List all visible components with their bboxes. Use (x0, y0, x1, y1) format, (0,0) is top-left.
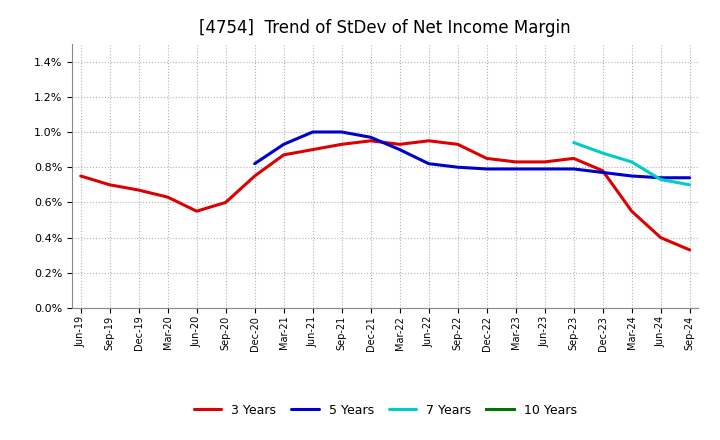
3 Years (221, 200, 230, 205)
3 Years (308, 147, 317, 152)
3 Years (598, 168, 607, 173)
3 Years (163, 194, 172, 200)
5 Years (395, 147, 404, 152)
3 Years (685, 247, 694, 253)
3 Years (454, 142, 462, 147)
3 Years (395, 142, 404, 147)
5 Years (570, 166, 578, 172)
Line: 7 Years: 7 Years (574, 143, 690, 185)
5 Years (685, 175, 694, 180)
3 Years (627, 209, 636, 214)
5 Years (627, 173, 636, 179)
5 Years (454, 165, 462, 170)
5 Years (598, 170, 607, 175)
3 Years (366, 138, 375, 143)
3 Years (482, 156, 491, 161)
3 Years (657, 235, 665, 240)
7 Years (657, 177, 665, 182)
3 Years (541, 159, 549, 165)
7 Years (598, 150, 607, 156)
5 Years (308, 129, 317, 135)
3 Years (279, 152, 288, 158)
3 Years (105, 182, 114, 187)
7 Years (570, 140, 578, 145)
3 Years (570, 156, 578, 161)
5 Years (424, 161, 433, 166)
3 Years (76, 173, 85, 179)
7 Years (685, 182, 694, 187)
5 Years (541, 166, 549, 172)
3 Years (511, 159, 520, 165)
Title: [4754]  Trend of StDev of Net Income Margin: [4754] Trend of StDev of Net Income Marg… (199, 19, 571, 37)
3 Years (338, 142, 346, 147)
5 Years (366, 135, 375, 140)
Legend: 3 Years, 5 Years, 7 Years, 10 Years: 3 Years, 5 Years, 7 Years, 10 Years (189, 399, 582, 422)
3 Years (135, 187, 143, 193)
7 Years (627, 159, 636, 165)
3 Years (251, 173, 259, 179)
5 Years (338, 129, 346, 135)
3 Years (424, 138, 433, 143)
5 Years (657, 175, 665, 180)
5 Years (482, 166, 491, 172)
5 Years (511, 166, 520, 172)
5 Years (251, 161, 259, 166)
Line: 3 Years: 3 Years (81, 141, 690, 250)
3 Years (192, 209, 201, 214)
5 Years (279, 142, 288, 147)
Line: 5 Years: 5 Years (255, 132, 690, 178)
